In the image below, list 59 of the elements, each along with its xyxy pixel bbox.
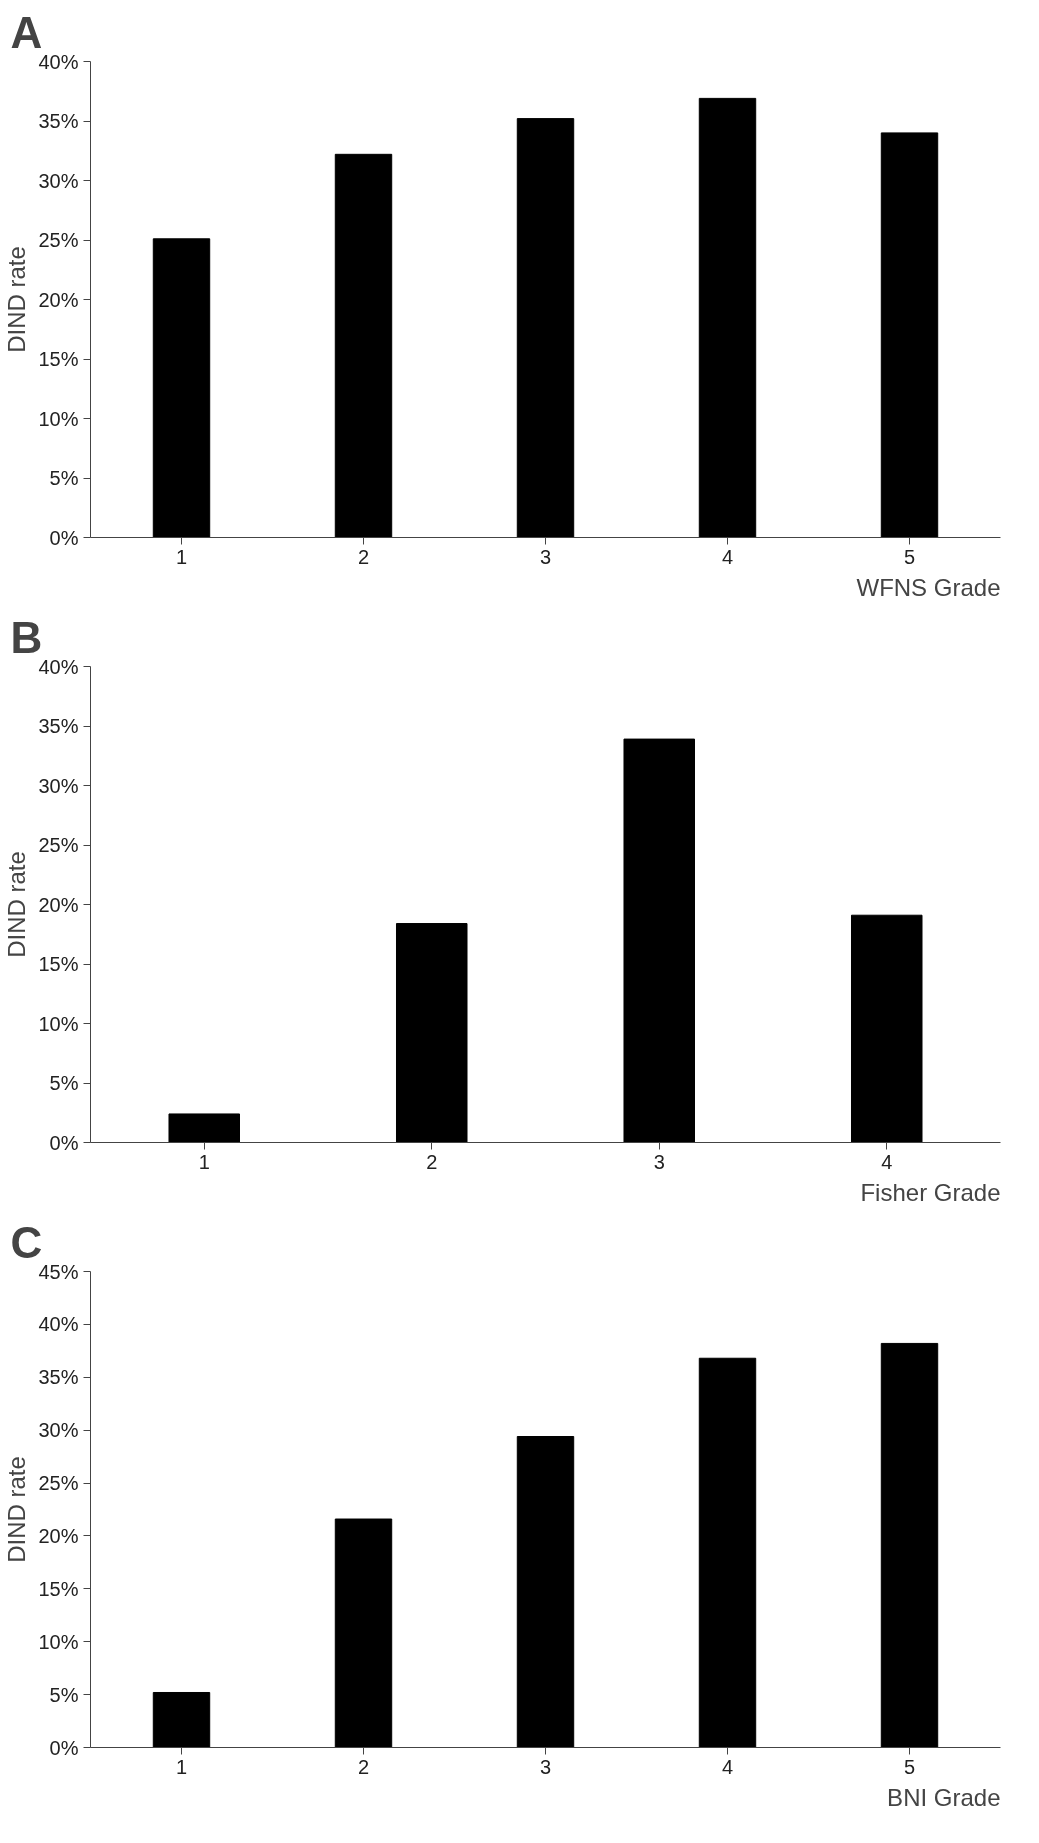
bar [516,118,575,538]
y-tick-label: 40% [38,1313,79,1336]
x-tick-label: 1 [175,1755,188,1778]
y-tick-label: 20% [38,1524,79,1547]
y-tick-label: 10% [38,1630,79,1653]
y-tick-label: 5% [49,467,79,489]
y-tick-label: 35% [38,1366,79,1389]
y-axis-title: DIND rate [3,1456,31,1563]
y-tick-label: 20% [38,893,79,916]
y-tick-label: 10% [38,407,79,430]
x-tick-label: 1 [198,1150,210,1173]
bar [698,1357,757,1748]
bar [334,1518,393,1748]
y-tick-label: 15% [38,348,79,370]
x-tick-label: 2 [357,545,370,568]
x-tick-label: 2 [426,1150,438,1173]
bar [152,238,211,538]
bar [168,1113,241,1143]
y-axis-title: DIND rate [3,851,31,958]
x-tick-label: 4 [721,545,734,568]
bar [516,1436,575,1748]
y-tick-label: 15% [38,953,79,975]
x-tick-label: 1 [175,545,188,568]
y-axis-title: DIND rate [3,246,31,353]
x-tick-label: 4 [721,1755,734,1778]
y-tick-label: 0% [49,1736,79,1759]
y-tick-label: 10% [38,1012,79,1035]
y-tick-label: 30% [38,774,79,797]
bar [698,97,757,538]
x-axis-title: BNI Grade [887,1783,1001,1811]
x-axis-title: Fisher Grade [860,1178,1001,1206]
bar [880,132,939,538]
y-tick-label: 25% [38,1472,79,1495]
bar [152,1692,211,1748]
y-tick-label: 35% [38,715,79,737]
y-tick-label: 30% [38,1419,79,1442]
y-tick-label: 25% [38,834,79,856]
y-tick-label: 0% [49,526,79,549]
bar [334,153,393,538]
bar [880,1342,939,1748]
x-tick-label: 5 [903,1755,916,1778]
bar [623,738,696,1143]
y-tick-label: 5% [49,1072,79,1094]
x-tick-label: 4 [881,1150,893,1173]
y-tick-label: 35% [38,110,79,132]
x-tick-label: 3 [539,1755,552,1778]
y-tick-label: 15% [38,1577,79,1600]
y-tick-label: 20% [38,288,79,311]
x-tick-label: 5 [903,545,916,568]
y-tick-label: 30% [38,169,79,192]
bar [850,914,923,1143]
x-tick-label: 2 [357,1755,370,1778]
y-tick-label: 25% [38,229,79,251]
bar [395,923,468,1143]
y-tick-label: 0% [49,1131,79,1154]
x-axis-title: WFNS Grade [856,573,1001,601]
x-tick-label: 3 [539,545,552,568]
y-tick-label: 5% [49,1683,79,1706]
x-tick-label: 3 [653,1150,665,1173]
